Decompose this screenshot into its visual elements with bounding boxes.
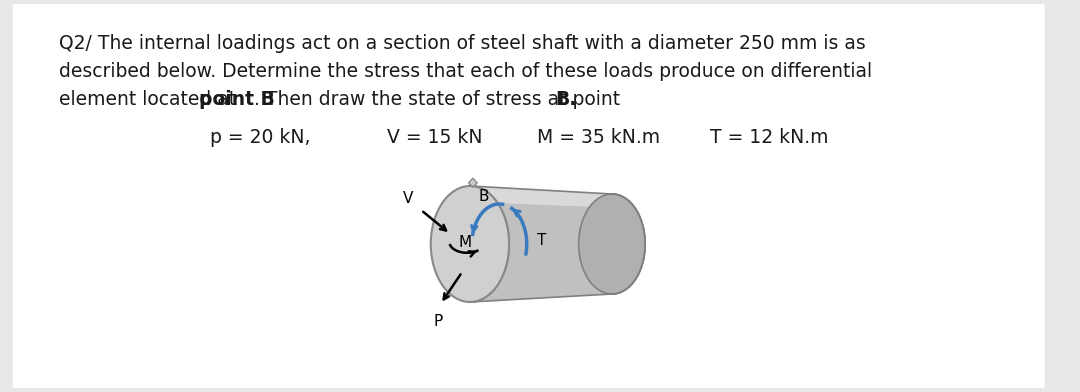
Text: M = 35 kN.m: M = 35 kN.m <box>537 128 660 147</box>
Polygon shape <box>470 186 635 209</box>
Text: element located at: element located at <box>58 90 242 109</box>
Text: B.: B. <box>556 90 577 109</box>
Ellipse shape <box>579 194 645 294</box>
Text: . Then draw the state of stress at point: . Then draw the state of stress at point <box>254 90 626 109</box>
Polygon shape <box>469 178 477 187</box>
Text: Q2/ The internal loadings act on a section of steel shaft with a diameter 250 mm: Q2/ The internal loadings act on a secti… <box>58 34 865 53</box>
Text: V: V <box>403 191 414 206</box>
Text: P: P <box>434 314 443 329</box>
Text: V = 15 kN: V = 15 kN <box>387 128 483 147</box>
Text: point B: point B <box>199 90 274 109</box>
Text: described below. Determine the stress that each of these loads produce on differ: described below. Determine the stress th… <box>58 62 872 81</box>
Ellipse shape <box>579 194 645 294</box>
Text: M: M <box>459 234 472 249</box>
Text: T: T <box>537 232 545 247</box>
Ellipse shape <box>431 186 509 302</box>
Text: T = 12 kN.m: T = 12 kN.m <box>710 128 828 147</box>
Text: B: B <box>478 189 489 204</box>
FancyBboxPatch shape <box>13 4 1044 388</box>
Text: p = 20 kN,: p = 20 kN, <box>211 128 311 147</box>
Polygon shape <box>470 186 645 302</box>
